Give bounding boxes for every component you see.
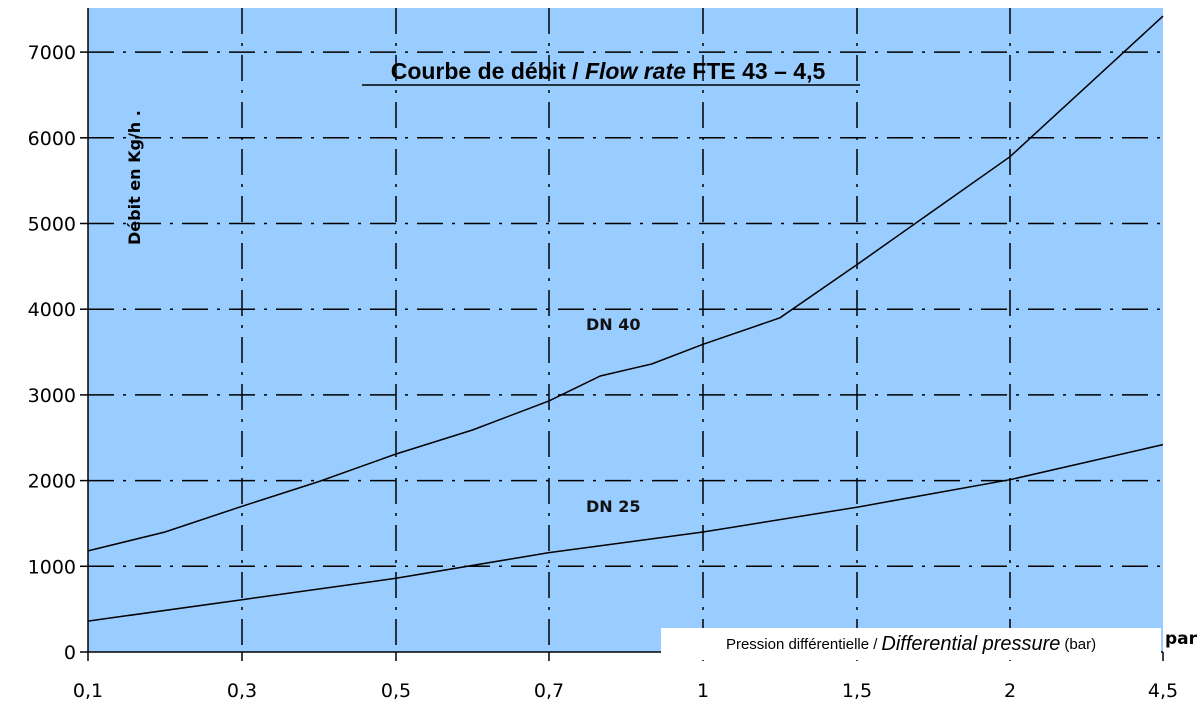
x-axis-label: Pression différentielle / Differential p… (661, 628, 1161, 660)
x-tick-label: 4,5 (1148, 680, 1178, 702)
x-tick-label: 0,1 (73, 680, 103, 702)
x-tick-label: 1 (697, 680, 709, 702)
y-axis-label: Débit en Kg/h . (125, 110, 144, 245)
x-tick-label: 0,3 (227, 680, 257, 702)
series-lines (87, 15, 1164, 622)
y-tick-label: 4000 (28, 299, 76, 321)
x-tick-labels: 0,1 0,3 0,5 0,7 1 1,5 2 4,5 (73, 680, 1178, 702)
x-axis-unit-fragment: par (1165, 629, 1198, 649)
series-line-dn40 (87, 15, 1164, 552)
y-tick-label: 2000 (28, 471, 76, 493)
series-line-dn25 (87, 443, 1164, 622)
x-tick-label: 0,5 (381, 680, 411, 702)
y-tick-label: 1000 (28, 556, 76, 578)
x-tick-label: 2 (1004, 680, 1016, 702)
y-tick-label: 5000 (28, 214, 76, 236)
y-tick-label: 7000 (28, 42, 76, 64)
plot-area (88, 8, 1163, 652)
x-tick-label: 0,7 (534, 680, 564, 702)
series-label-dn40: DN 40 (586, 315, 641, 334)
y-tick-labels: 0 1000 2000 3000 4000 5000 6000 7000 (28, 42, 76, 664)
series-label-dn25: DN 25 (586, 497, 641, 516)
y-tick-label: 0 (64, 642, 76, 664)
y-tick-label: 6000 (28, 128, 76, 150)
y-tick-label: 3000 (28, 385, 76, 407)
x-tick-label: 1,5 (842, 680, 872, 702)
chart-title: Courbe de débit / Flow rate FTE 43 – 4,5 (391, 58, 826, 84)
